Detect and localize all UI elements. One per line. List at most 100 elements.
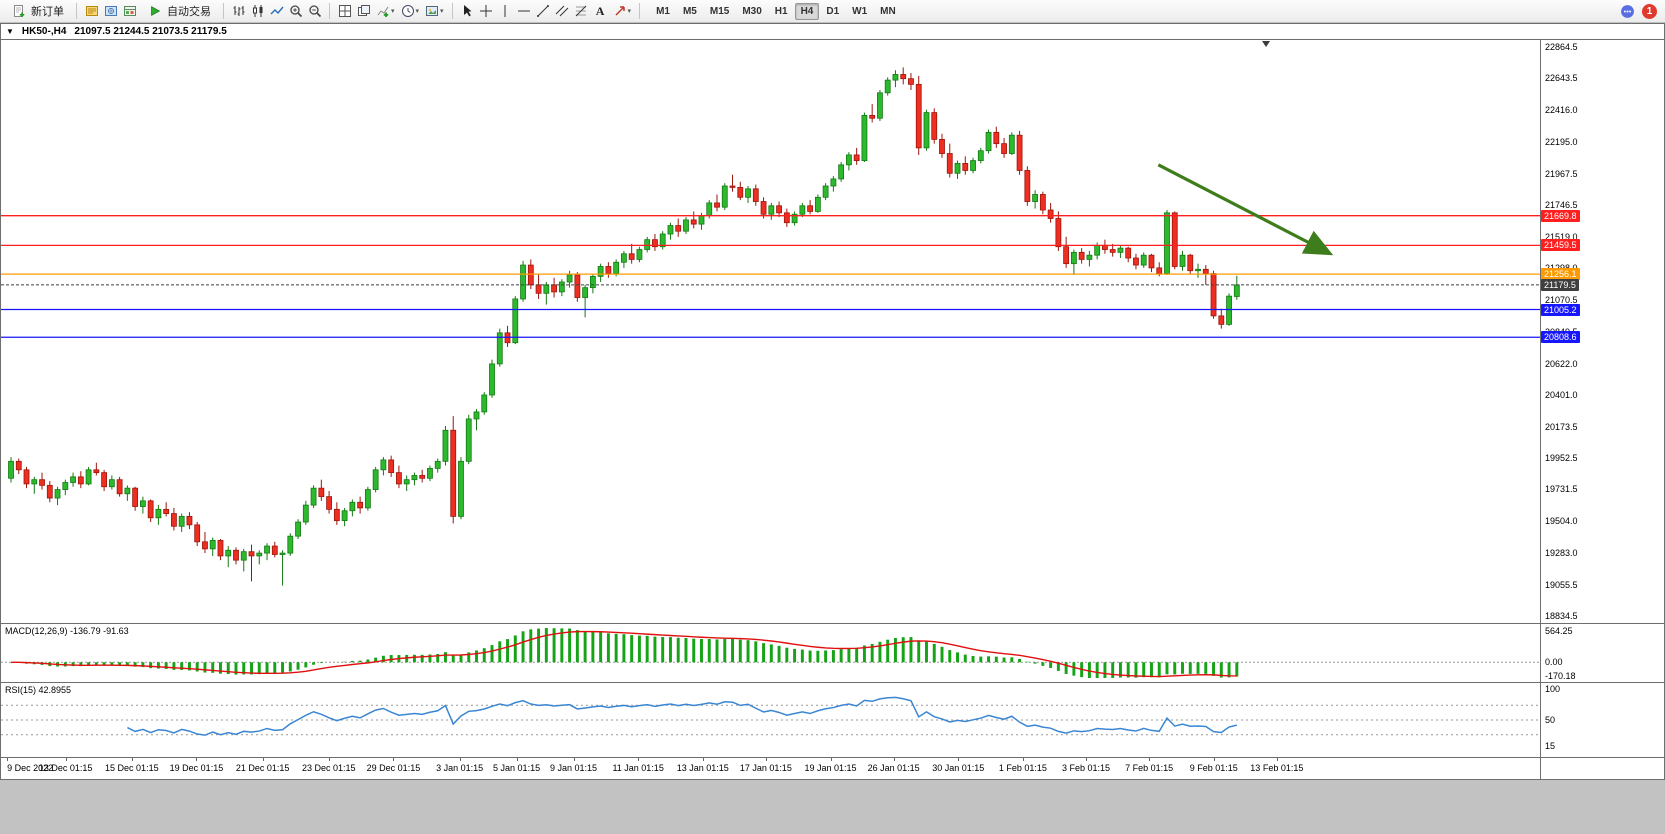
zoom-in-icon[interactable] xyxy=(287,3,304,20)
chat-icon[interactable] xyxy=(1619,3,1636,20)
chevron-down-icon: ▾ xyxy=(391,8,395,15)
cascade-windows-icon[interactable] xyxy=(355,3,372,20)
time-tick xyxy=(459,758,461,761)
arrows-button[interactable]: ▾ xyxy=(611,2,634,21)
fibonacci-icon[interactable] xyxy=(573,3,590,20)
tile-windows-icon[interactable] xyxy=(336,3,353,20)
y-axis-label: 22416.0 xyxy=(1545,105,1578,116)
periods-button[interactable]: ▾ xyxy=(399,2,422,21)
time-tick xyxy=(1085,758,1087,761)
time-axis-label: 15 Dec 01:15 xyxy=(105,763,159,773)
panel-divider[interactable] xyxy=(1,623,1664,624)
rsi-axis-label: 15 xyxy=(1545,740,1556,751)
macd-axis: 564.25 0.00 -170.18 xyxy=(1541,624,1664,682)
time-axis-label: 23 Dec 01:15 xyxy=(302,763,356,773)
time-axis-label: 29 Dec 01:15 xyxy=(366,763,421,773)
autotrading-button[interactable]: 自动交易 xyxy=(140,2,217,21)
rsi-axis-label: 100 xyxy=(1545,684,1561,694)
price-line-badge: 21459.5 xyxy=(1541,239,1580,252)
time-axis-label: 9 Feb 01:15 xyxy=(1189,763,1238,773)
time-axis[interactable]: 9 Dec 2022 13 Dec 01:15 15 Dec 01:15 19 Dec… xyxy=(1,758,1540,779)
toolbar-separator xyxy=(329,3,330,19)
time-tick xyxy=(262,758,264,761)
toolbar-separator xyxy=(223,3,224,19)
time-axis-label: 9 Jan 01:15 xyxy=(549,763,598,773)
timeframe-button-m1[interactable]: M1 xyxy=(656,5,670,17)
rsi-label: RSI(15) xyxy=(5,685,37,695)
autotrading-label: 自动交易 xyxy=(167,6,211,18)
new-order-icon xyxy=(10,3,27,20)
market-watch-icon[interactable] xyxy=(83,3,100,20)
line-chart-icon[interactable] xyxy=(268,3,285,20)
time-axis-label: 5 Jan 01:15 xyxy=(493,763,541,773)
axis-separator xyxy=(1540,758,1541,779)
text-label-icon[interactable]: A xyxy=(595,3,605,18)
timeframe-group: M1 M5 M15 M30 H1 H4 D1 W1 MN xyxy=(650,2,902,20)
timeframe-button-m15[interactable]: M15 xyxy=(709,5,730,17)
timeframe-button-m30[interactable]: M30 xyxy=(742,5,762,17)
time-axis-label: 21 Dec 01:15 xyxy=(235,763,290,773)
price-chart[interactable] xyxy=(1,40,1540,623)
y-axis-label: 18834.5 xyxy=(1545,611,1578,621)
time-axis-label: 19 Dec 01:15 xyxy=(169,763,224,773)
time-axis-label: 19 Jan 01:15 xyxy=(804,763,857,773)
time-tick xyxy=(1022,758,1024,761)
terminal-icon[interactable] xyxy=(121,3,138,20)
macd-axis-label: 0.00 xyxy=(1545,657,1563,668)
time-tick xyxy=(328,758,330,761)
price-axis[interactable]: 22864.5 22643.5 22416.0 22195.0 21967.5 21746… xyxy=(1541,40,1664,623)
timeframe-button-m5[interactable]: M5 xyxy=(682,5,697,17)
trendline-icon[interactable] xyxy=(535,3,552,20)
time-axis-label: 17 Jan 01:15 xyxy=(739,763,792,773)
price-line-badge: 21256.1 xyxy=(1541,268,1580,281)
macd-chart[interactable]: MACD(12,26,9) -136.79 -91.63 xyxy=(1,624,1540,682)
new-order-label: 新订单 xyxy=(31,6,64,18)
notifications-badge[interactable]: 1 xyxy=(1642,3,1657,19)
panel-divider xyxy=(1,757,1664,758)
rsi-chart[interactable]: RSI(15) 42.8955 xyxy=(1,683,1540,757)
y-axis-label: 22643.5 xyxy=(1545,73,1578,84)
y-axis-label: 21746.5 xyxy=(1545,199,1578,210)
y-axis-label: 19731.5 xyxy=(1545,484,1578,495)
panel-divider[interactable] xyxy=(1,682,1664,683)
channel-icon[interactable] xyxy=(554,3,571,20)
timeframe-button-d1[interactable]: D1 xyxy=(826,5,840,17)
current-price-badge: 21179.5 xyxy=(1541,278,1579,291)
timeframe-button-mn[interactable]: MN xyxy=(880,5,896,17)
new-order-button[interactable]: 新订单 xyxy=(4,2,70,21)
time-axis-label: 13 Dec 01:15 xyxy=(38,763,93,773)
templates-button[interactable]: ▾ xyxy=(423,2,446,21)
indicators-button[interactable]: ▾ xyxy=(374,2,397,21)
bar-chart-icon[interactable] xyxy=(230,3,247,20)
y-axis-label: 20401.0 xyxy=(1545,389,1578,400)
candlestick-chart-icon[interactable] xyxy=(249,3,266,20)
macd-label: MACD(12,26,9) xyxy=(5,626,68,636)
y-axis-label: 20173.5 xyxy=(1545,421,1578,432)
y-axis-label: 21519.0 xyxy=(1545,231,1578,242)
rsi-axis: 100 50 15 xyxy=(1541,683,1664,757)
time-tick xyxy=(765,758,767,761)
axis-separator xyxy=(1540,683,1541,757)
time-tick xyxy=(131,758,133,761)
toolbar-separator xyxy=(76,3,77,19)
y-axis-label: 19504.0 xyxy=(1545,516,1578,527)
vertical-line-icon[interactable] xyxy=(497,3,514,20)
chevron-down-icon: ▾ xyxy=(627,8,632,15)
time-axis-label: 3 Jan 01:15 xyxy=(436,763,484,773)
zoom-out-icon[interactable] xyxy=(306,3,323,20)
timeframe-button-h4[interactable]: H4 xyxy=(794,2,820,20)
time-tick xyxy=(65,758,67,761)
axis-separator xyxy=(1540,40,1541,623)
y-axis-label: 21070.5 xyxy=(1545,295,1578,306)
navigator-icon[interactable] xyxy=(102,3,119,20)
time-tick xyxy=(1149,758,1151,761)
workspace-background xyxy=(0,780,1665,834)
crosshair-icon[interactable] xyxy=(478,3,495,20)
chart-menu-icon[interactable]: ▼ xyxy=(6,27,14,36)
time-tick xyxy=(7,758,9,761)
timeframe-button-w1[interactable]: W1 xyxy=(852,5,868,17)
cursor-icon[interactable] xyxy=(459,3,476,20)
timeframe-button-h1[interactable]: H1 xyxy=(774,5,788,17)
axis-separator xyxy=(1540,624,1541,682)
horizontal-line-icon[interactable] xyxy=(516,3,533,20)
